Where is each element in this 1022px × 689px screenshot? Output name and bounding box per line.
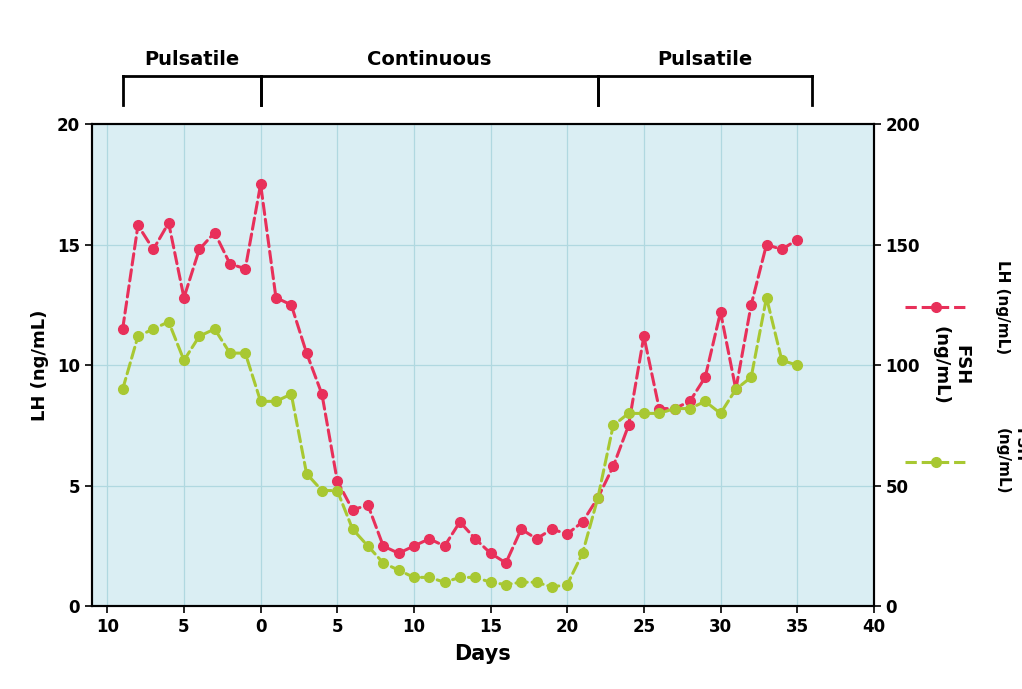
Y-axis label: FSH
(ng/mL): FSH (ng/mL) <box>931 326 970 404</box>
X-axis label: Days: Days <box>455 644 511 664</box>
Text: Pulsatile: Pulsatile <box>144 50 239 69</box>
Text: FSH
(ng/mL): FSH (ng/mL) <box>995 429 1022 495</box>
Y-axis label: LH (ng/mL): LH (ng/mL) <box>31 309 49 421</box>
Text: LH (ng/mL): LH (ng/mL) <box>995 260 1010 354</box>
Text: Pulsatile: Pulsatile <box>657 50 753 69</box>
Text: Continuous: Continuous <box>367 50 492 69</box>
